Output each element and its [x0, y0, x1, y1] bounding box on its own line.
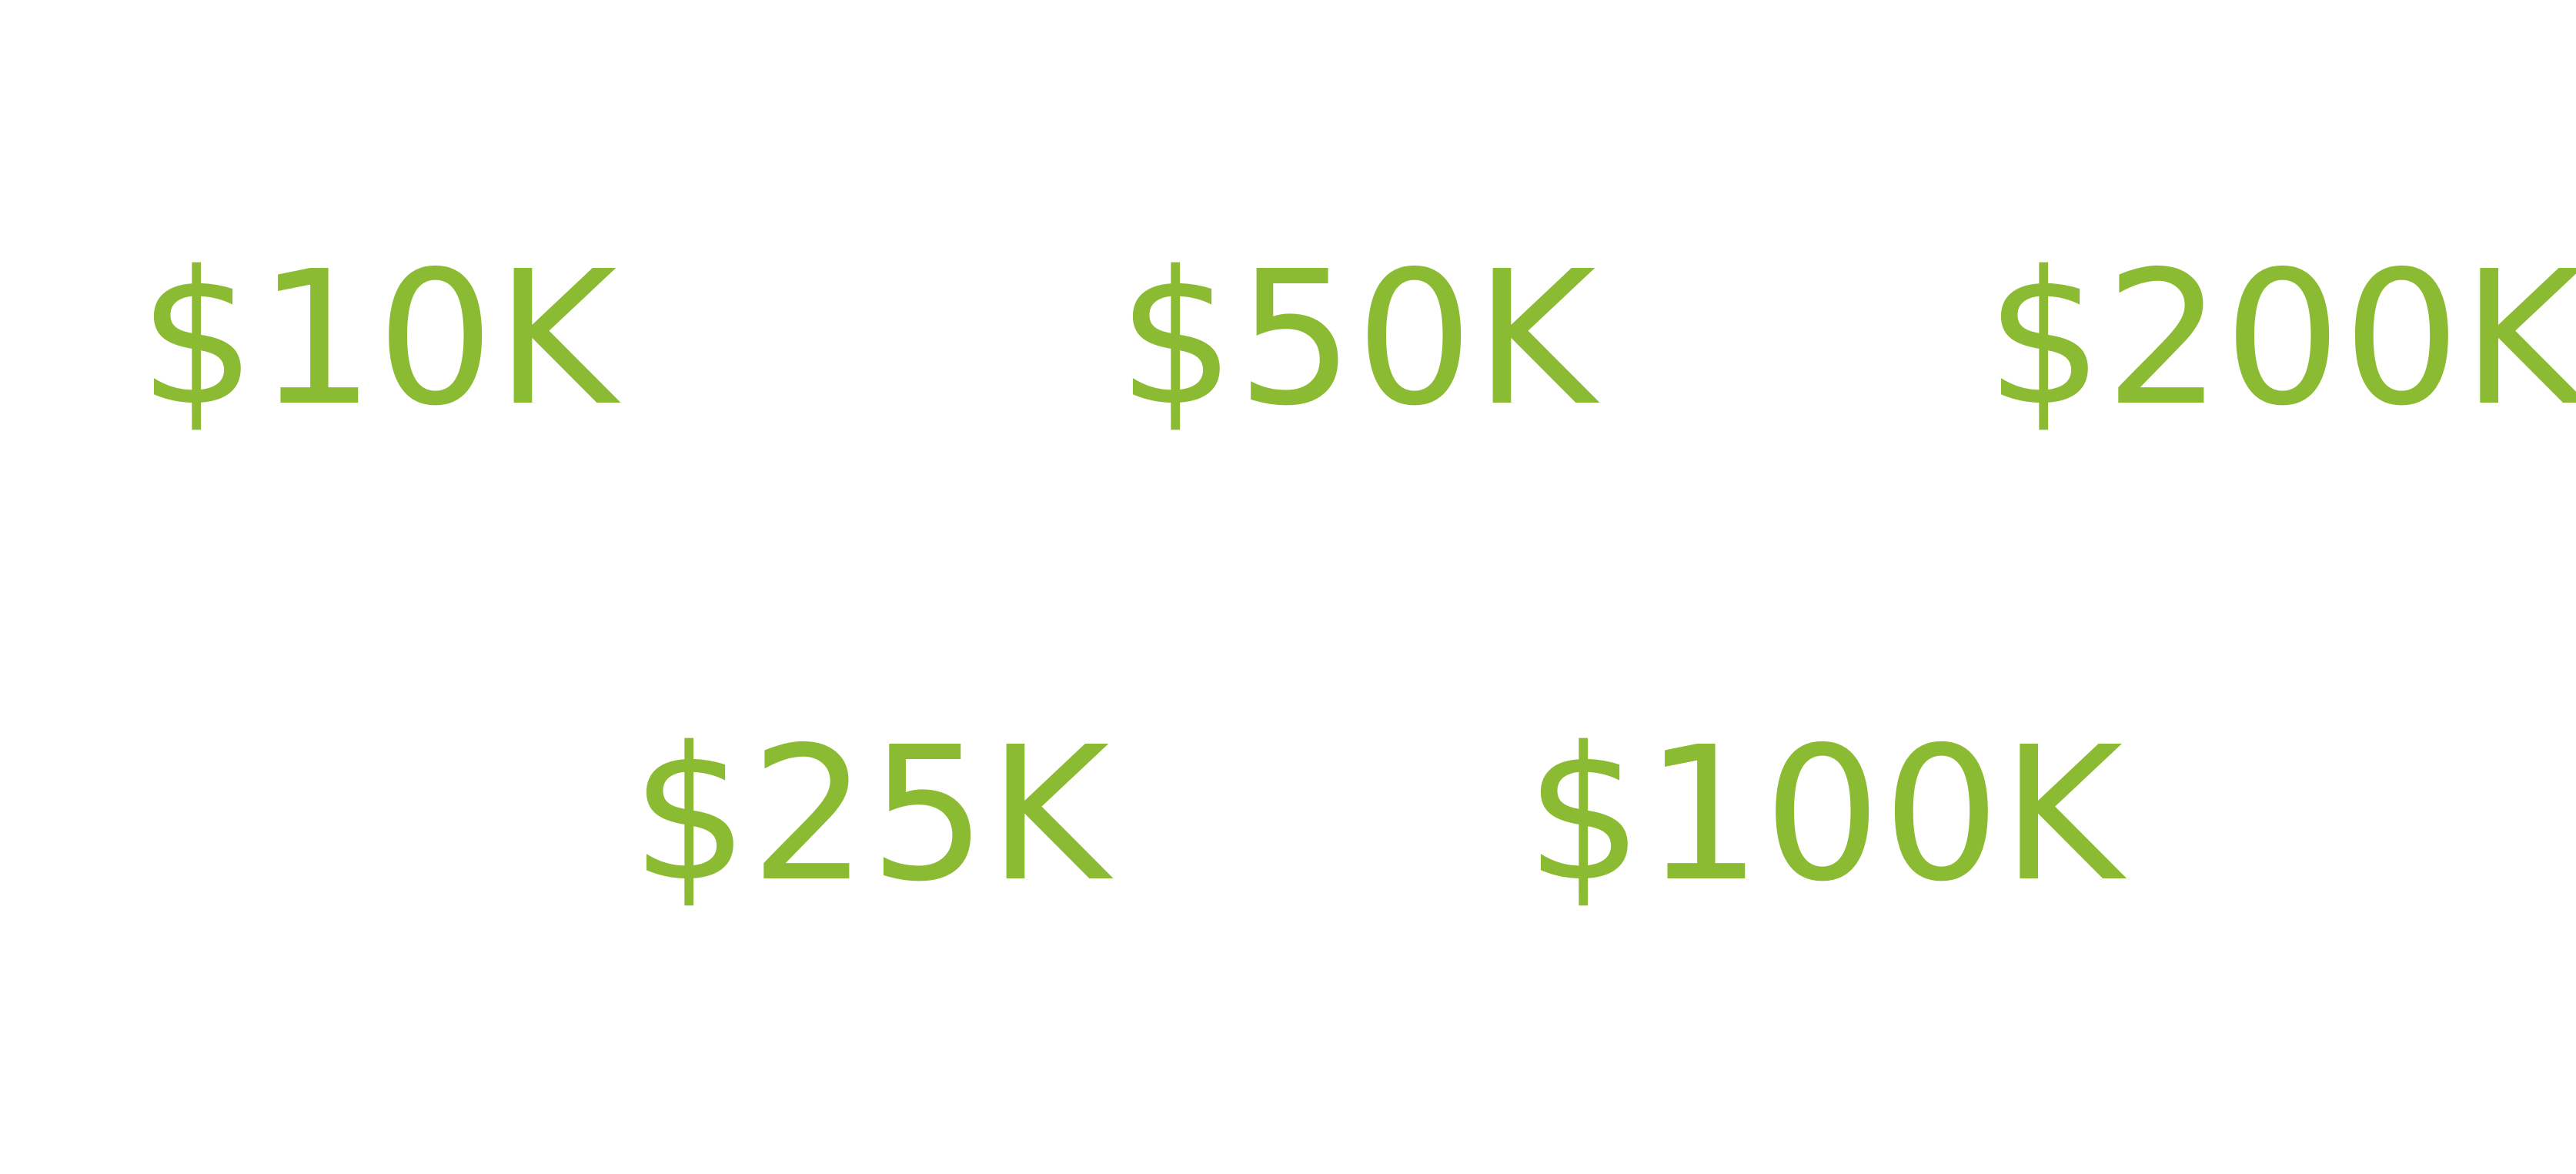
amount-50k: $50K: [1118, 231, 1598, 447]
amount-25k: $25K: [631, 707, 1111, 922]
amount-100k: $100K: [1525, 707, 2125, 922]
amount-200k: $200K: [1986, 231, 2576, 447]
amount-10k: $10K: [139, 231, 619, 447]
